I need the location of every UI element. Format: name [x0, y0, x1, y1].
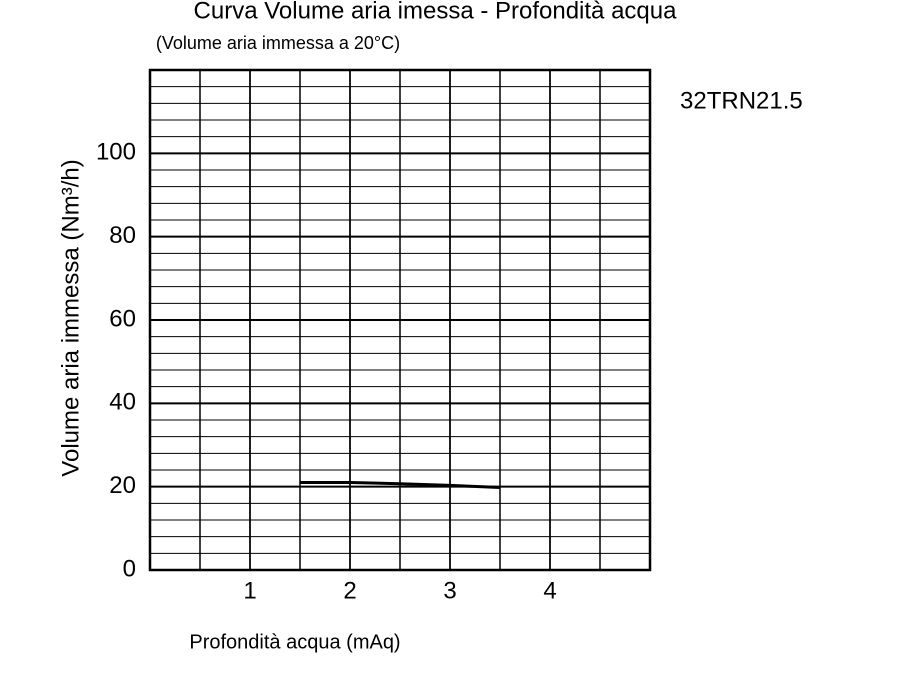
y-tick-label: 100: [96, 139, 136, 166]
y-axis-label: Volume aria immessa (Nm³/h): [57, 159, 84, 476]
x-tick-label: 2: [343, 577, 356, 604]
chart-title: Curva Volume aria imessa - Profondità ac…: [194, 0, 678, 24]
x-tick-label: 1: [243, 577, 256, 604]
chart-subtitle: (Volume aria immessa a 20°C): [156, 33, 400, 53]
plot-frame: [148, 68, 652, 572]
data-line: [300, 481, 501, 489]
x-axis-label: Profondità acqua (mAq): [189, 631, 400, 653]
x-tick-label: 4: [543, 577, 556, 604]
y-tick-label: 80: [109, 222, 136, 249]
y-tick-label: 20: [109, 472, 136, 499]
y-tick-label: 0: [123, 555, 136, 582]
y-tick-label: 40: [109, 389, 136, 416]
y-tick-label: 60: [109, 305, 136, 332]
x-tick-label: 3: [443, 577, 456, 604]
legend-label: 32TRN21.5: [680, 87, 803, 114]
